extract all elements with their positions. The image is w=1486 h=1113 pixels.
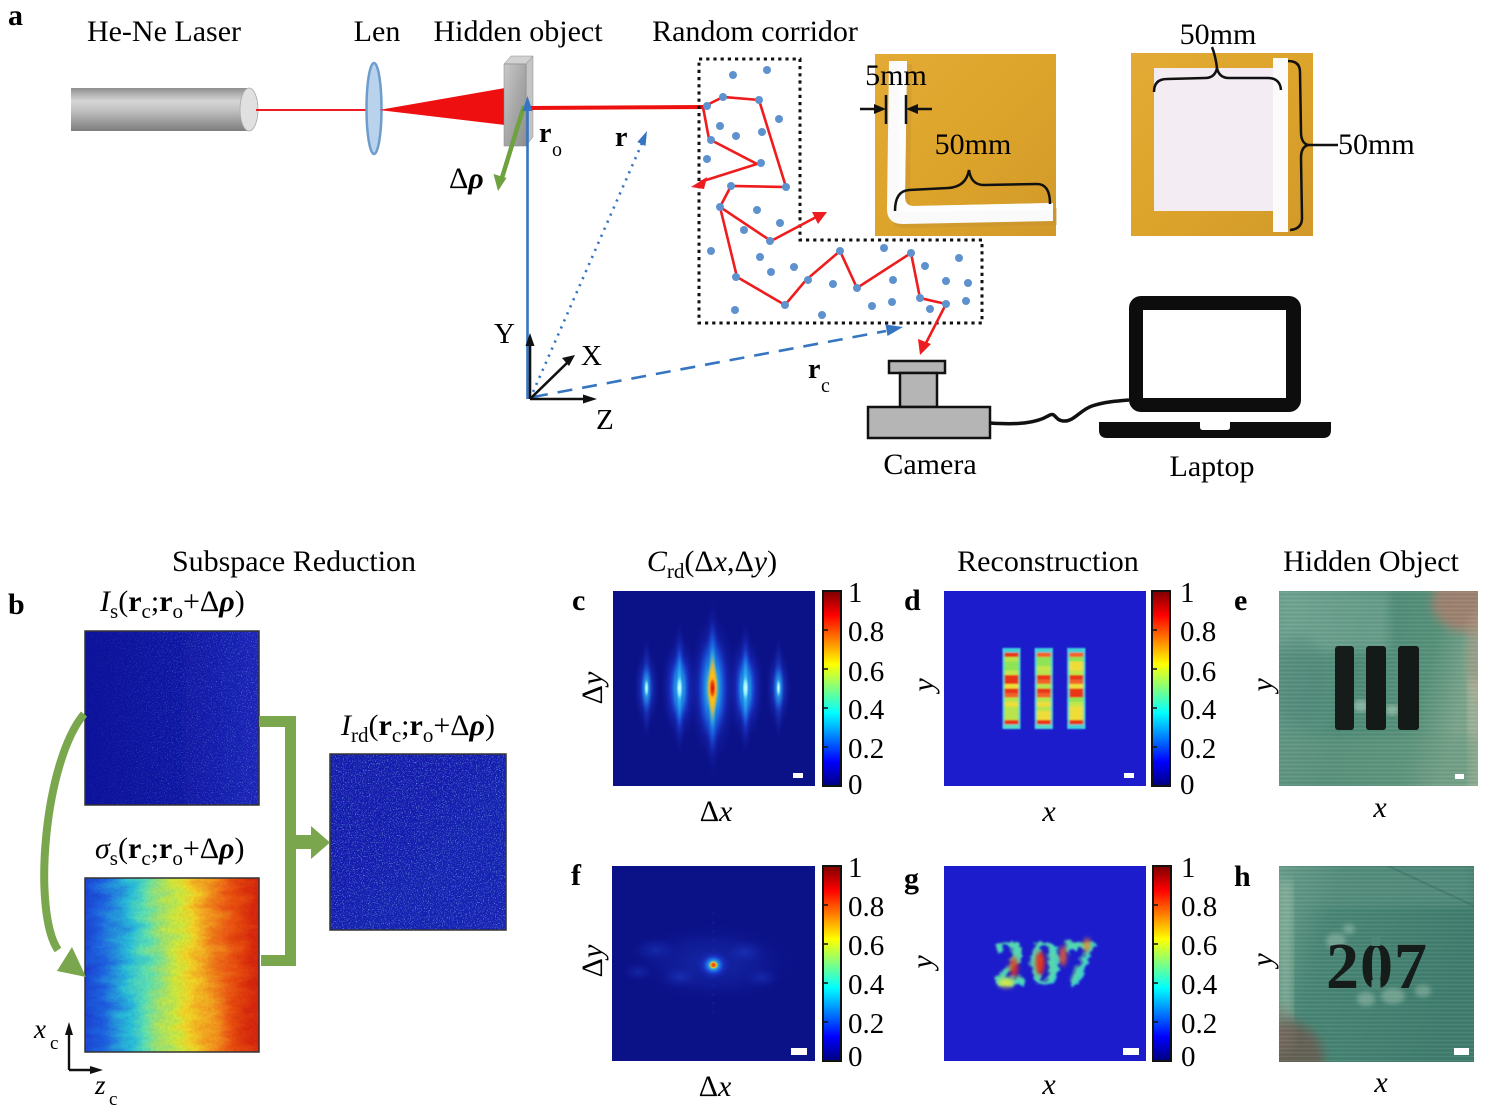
svg-text:y: y bbox=[1246, 953, 1279, 970]
svg-text:σs(rc;ro+Δρ): σs(rc;ro+Δρ) bbox=[95, 832, 245, 870]
svg-text:Hidden object: Hidden object bbox=[433, 15, 603, 48]
svg-text:1: 1 bbox=[848, 577, 863, 609]
svg-text:0.4: 0.4 bbox=[848, 969, 885, 1001]
svg-text:0.4: 0.4 bbox=[1181, 969, 1218, 1001]
svg-text:0: 0 bbox=[848, 769, 863, 801]
svg-text:0.2: 0.2 bbox=[848, 733, 884, 765]
svg-text:Random corridor: Random corridor bbox=[652, 15, 858, 48]
svg-text:z: z bbox=[94, 1070, 106, 1100]
svg-text:0.6: 0.6 bbox=[848, 656, 884, 688]
svg-text:0.6: 0.6 bbox=[1180, 656, 1216, 688]
svg-text:Δρ: Δρ bbox=[449, 162, 484, 195]
svg-text:Laptop: Laptop bbox=[1170, 450, 1255, 483]
svg-text:Δy: Δy bbox=[576, 671, 609, 704]
svg-text:0.4: 0.4 bbox=[848, 694, 885, 726]
svg-text:b: b bbox=[8, 588, 25, 621]
svg-text:c: c bbox=[109, 1089, 117, 1110]
svg-text:5mm: 5mm bbox=[865, 59, 927, 92]
svg-text:0.6: 0.6 bbox=[848, 930, 884, 962]
svg-text:Δy: Δy bbox=[576, 944, 609, 977]
svg-text:d: d bbox=[904, 584, 921, 617]
svg-text:0.4: 0.4 bbox=[1180, 694, 1217, 726]
svg-text:0.6: 0.6 bbox=[1181, 930, 1217, 962]
svg-text:f: f bbox=[571, 859, 582, 892]
svg-text:He-Ne Laser: He-Ne Laser bbox=[87, 15, 241, 48]
svg-text:x: x bbox=[1041, 1068, 1056, 1101]
svg-text:Crd(Δx,Δy): Crd(Δx,Δy) bbox=[647, 545, 777, 583]
svg-text:x: x bbox=[33, 1014, 46, 1044]
svg-text:Subspace Reduction: Subspace Reduction bbox=[172, 545, 416, 578]
svg-text:x: x bbox=[1373, 1066, 1388, 1099]
svg-text:0.8: 0.8 bbox=[1180, 616, 1216, 648]
svg-text:r: r bbox=[539, 118, 551, 149]
svg-text:Y: Y bbox=[494, 318, 515, 350]
svg-text:c: c bbox=[572, 584, 585, 617]
svg-text:0.8: 0.8 bbox=[1181, 891, 1217, 923]
svg-text:h: h bbox=[1234, 860, 1251, 893]
svg-text:1: 1 bbox=[1181, 852, 1196, 884]
svg-text:r: r bbox=[808, 354, 820, 385]
svg-text:r: r bbox=[615, 122, 627, 153]
svg-text:y: y bbox=[906, 955, 939, 972]
svg-text:X: X bbox=[581, 340, 602, 372]
svg-text:Δx: Δx bbox=[699, 1070, 732, 1103]
svg-text:Hidden Object: Hidden Object bbox=[1283, 545, 1459, 578]
svg-text:g: g bbox=[904, 862, 919, 895]
svg-text:Δx: Δx bbox=[700, 795, 733, 828]
svg-text:0: 0 bbox=[1180, 769, 1195, 801]
svg-text:0.8: 0.8 bbox=[848, 616, 884, 648]
svg-text:c: c bbox=[50, 1033, 58, 1054]
svg-text:c: c bbox=[821, 375, 830, 397]
svg-text:Is(rc;ro+Δρ): Is(rc;ro+Δρ) bbox=[99, 585, 245, 623]
svg-text:0: 0 bbox=[1181, 1041, 1196, 1073]
svg-text:Camera: Camera bbox=[883, 448, 976, 481]
svg-text:Z: Z bbox=[596, 404, 614, 436]
svg-text:0.2: 0.2 bbox=[848, 1008, 884, 1040]
svg-text:Reconstruction: Reconstruction bbox=[957, 545, 1139, 578]
svg-text:x: x bbox=[1041, 795, 1056, 828]
svg-text:1: 1 bbox=[1180, 577, 1195, 609]
svg-text:0: 0 bbox=[848, 1041, 863, 1073]
svg-text:a: a bbox=[8, 0, 23, 32]
svg-text:Len: Len bbox=[354, 15, 401, 48]
svg-text:x: x bbox=[1372, 791, 1387, 824]
svg-text:0.8: 0.8 bbox=[848, 891, 884, 923]
svg-text:0.2: 0.2 bbox=[1180, 733, 1216, 765]
svg-text:o: o bbox=[552, 139, 562, 161]
svg-text:50mm: 50mm bbox=[1338, 128, 1415, 161]
svg-text:1: 1 bbox=[848, 852, 863, 884]
svg-text:50mm: 50mm bbox=[1180, 18, 1257, 51]
svg-text:Ird(rc;ro+Δρ): Ird(rc;ro+Δρ) bbox=[340, 709, 495, 747]
svg-text:0.2: 0.2 bbox=[1181, 1008, 1217, 1040]
svg-text:y: y bbox=[1246, 678, 1279, 695]
svg-text:y: y bbox=[907, 678, 940, 695]
svg-text:50mm: 50mm bbox=[935, 128, 1012, 161]
svg-text:e: e bbox=[1234, 584, 1247, 617]
